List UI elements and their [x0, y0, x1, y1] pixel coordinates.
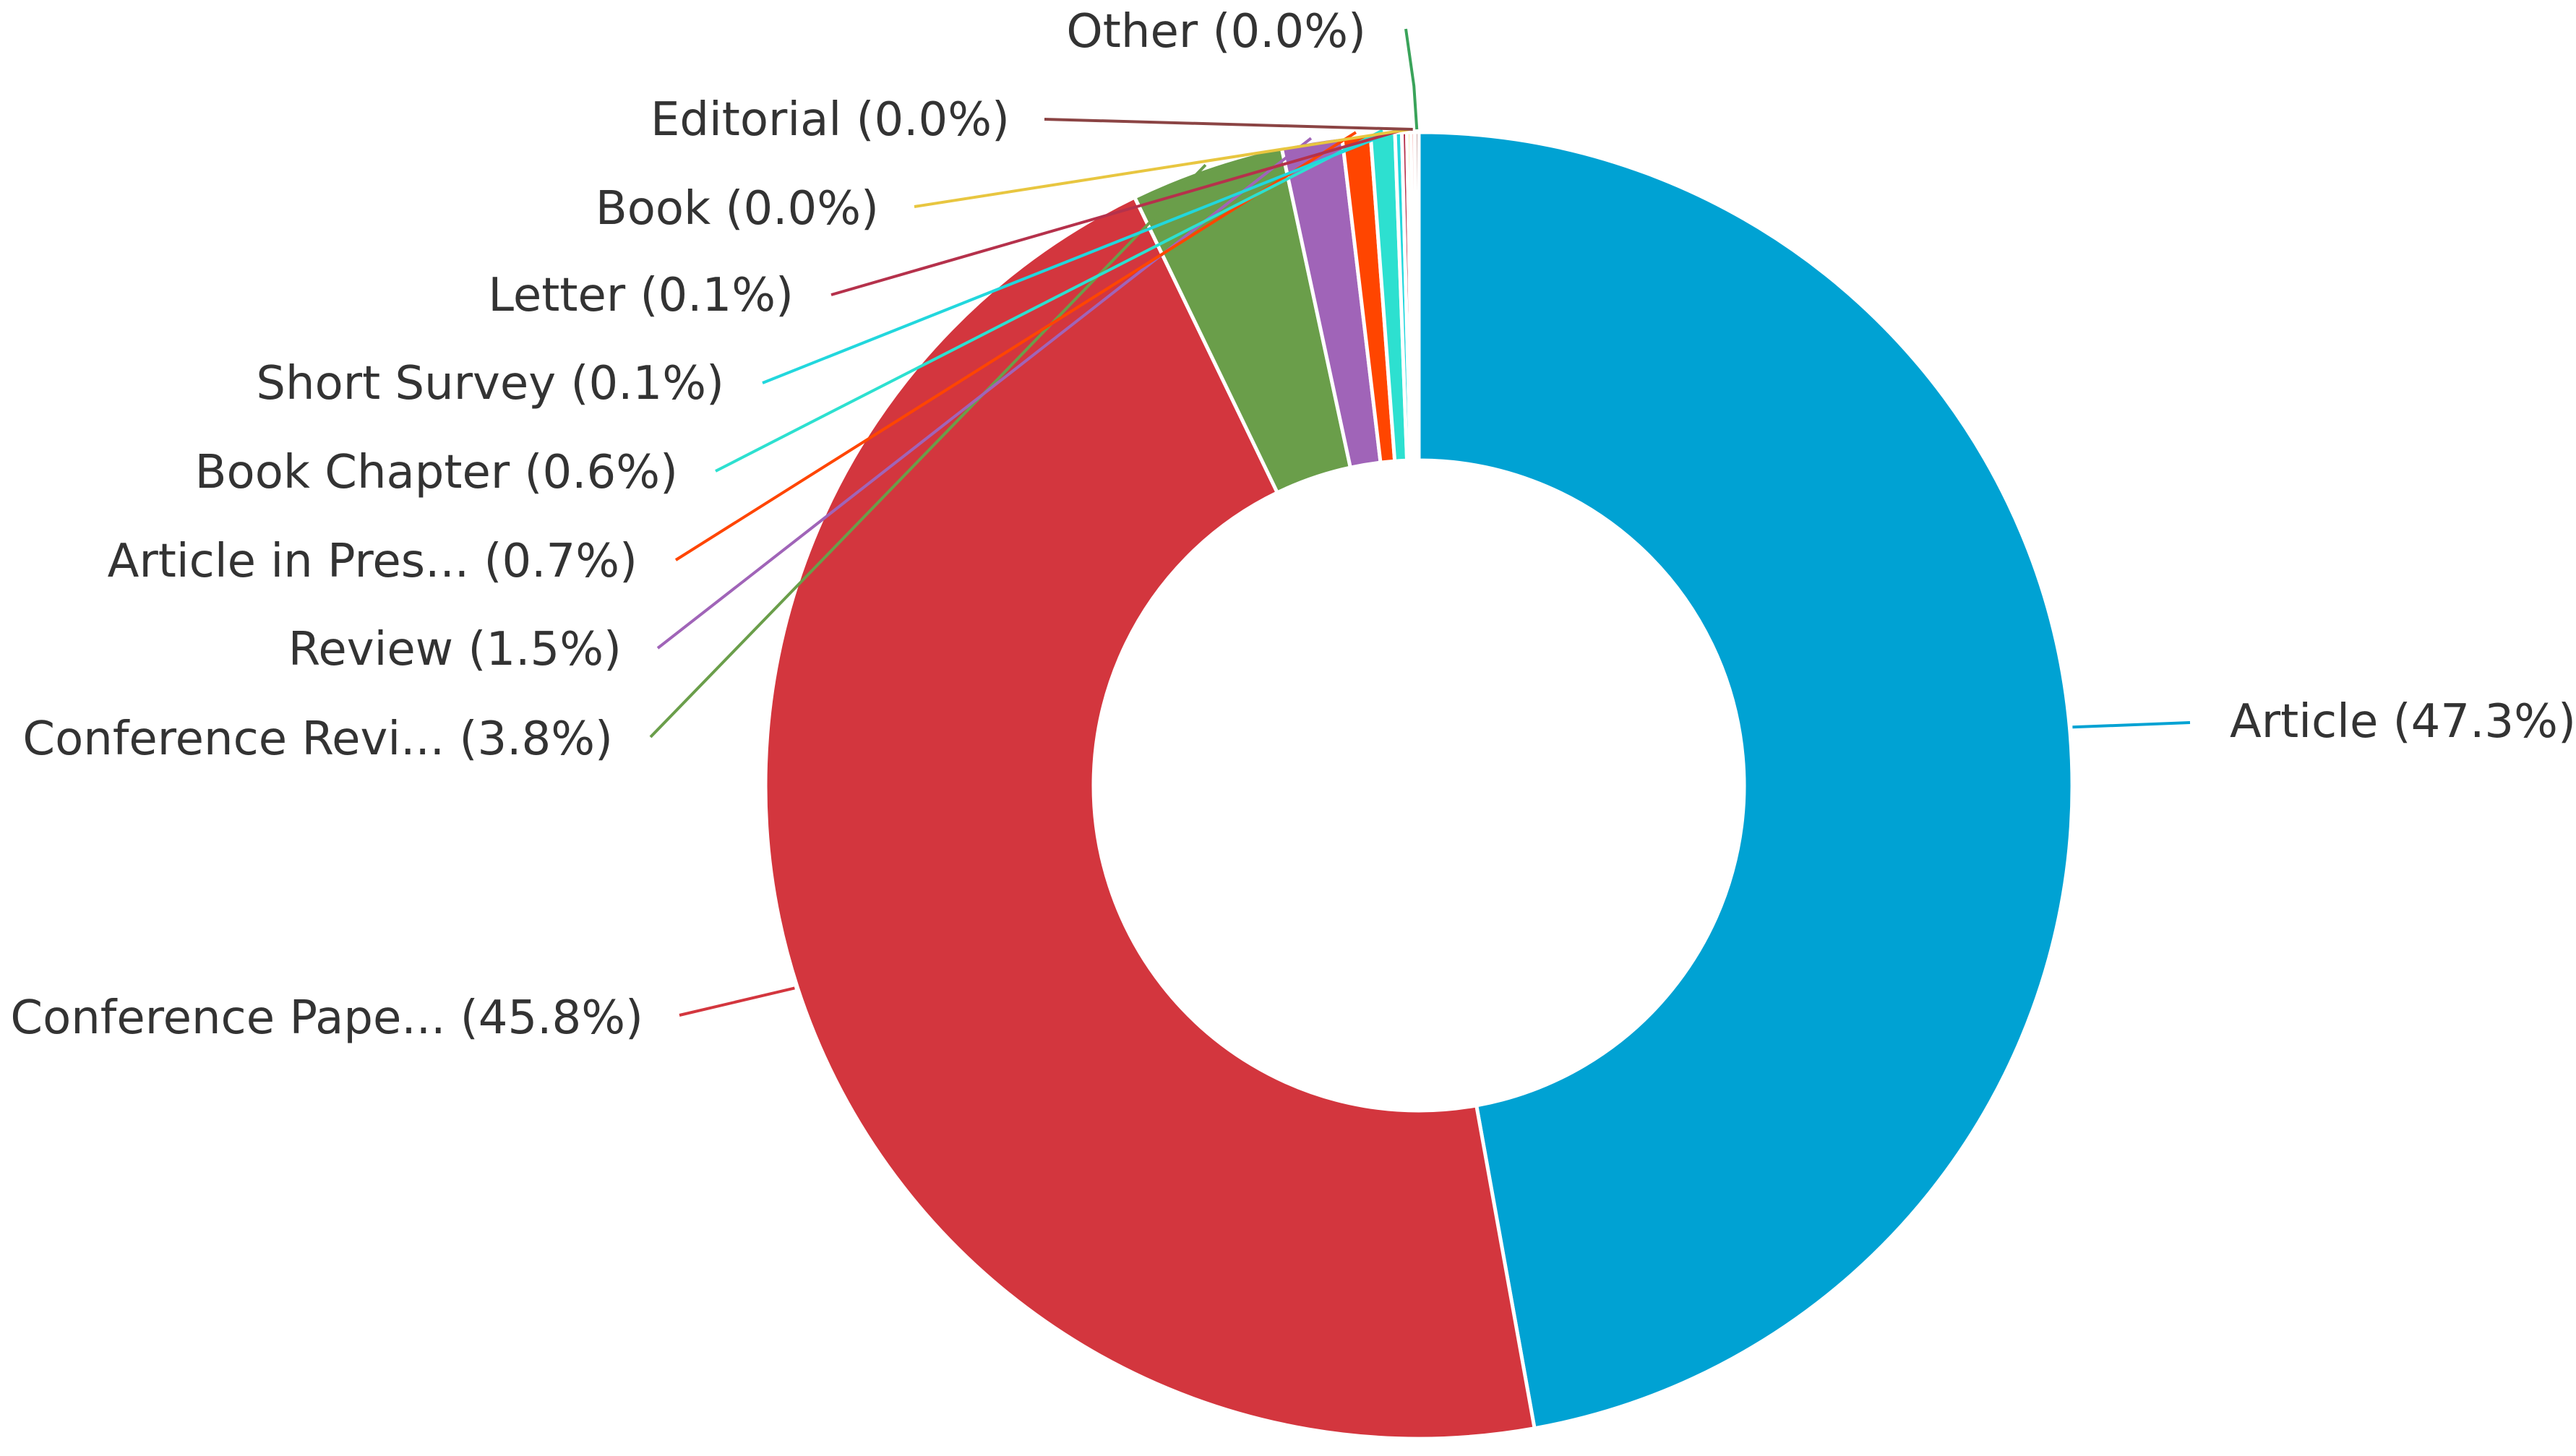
label-connectors	[649, 28, 2191, 1017]
label-short-survey: Short Survey (0.1%)	[256, 357, 724, 410]
label-book: Book (0.0%)	[596, 182, 879, 236]
label-article: Article (47.3%)	[2230, 695, 2576, 749]
label-letter: Letter (0.1%)	[488, 269, 794, 322]
connector-book	[914, 128, 1409, 208]
label-review: Review (1.5%)	[288, 623, 622, 676]
label-editorial: Editorial (0.0%)	[651, 93, 1010, 147]
slice-article[interactable]	[1417, 130, 2074, 1431]
connector-other	[1404, 28, 1419, 130]
label-conference-revi: Conference Revi... (3.8%)	[22, 712, 613, 766]
label-book-chapter: Book Chapter (0.6%)	[195, 446, 678, 499]
slice-conference-pape[interactable]	[763, 194, 1537, 1441]
connector-short-survey	[762, 128, 1399, 384]
connector-book-chapter	[715, 129, 1383, 473]
connector-editorial	[1044, 118, 1413, 132]
label-other: Other (0.0%)	[1066, 5, 1366, 59]
slices	[763, 130, 2074, 1441]
connector-article	[2072, 721, 2191, 729]
label-conference-pape: Conference Pape... (45.8%)	[10, 991, 643, 1045]
connector-conference-pape	[679, 986, 795, 1017]
connector-conference-revi	[649, 163, 1207, 738]
slice-other[interactable]	[1412, 130, 1421, 462]
label-article-in-pres: Article in Pres... (0.7%)	[108, 535, 637, 588]
connector-letter	[830, 128, 1405, 296]
connector-article-in-pres	[674, 131, 1357, 561]
slice-labels: Article (47.3%) Conference Pape... (45.8%…	[10, 5, 2576, 1045]
